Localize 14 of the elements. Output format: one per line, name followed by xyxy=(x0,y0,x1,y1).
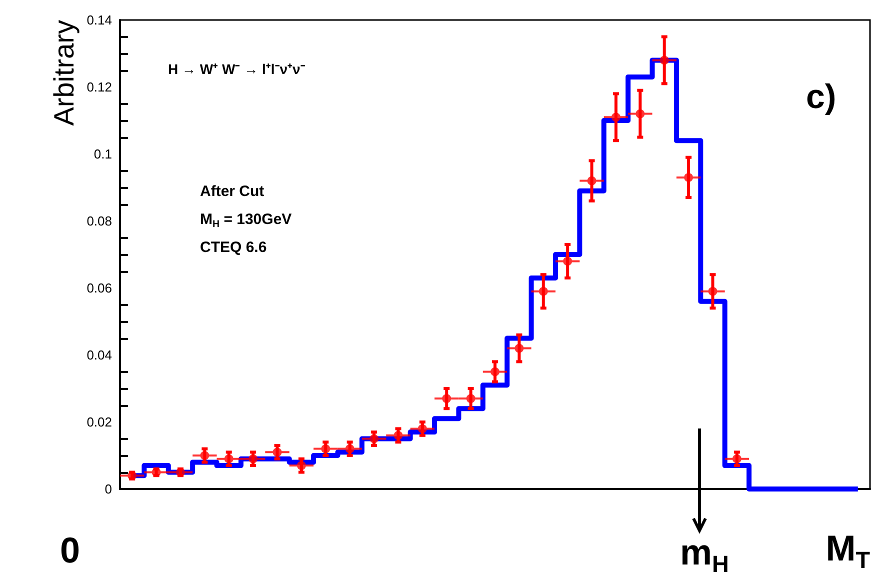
legend-title: H → W⁺ W⁻ → l⁺l⁻ν⁺ν⁻ xyxy=(168,61,306,77)
y-tick-label: 0.04 xyxy=(86,348,112,362)
y-tick-label: 0.02 xyxy=(86,414,112,430)
y-tick-label: 0 xyxy=(104,482,112,496)
y-tick-label: 0.06 xyxy=(86,280,112,296)
y-axis-title: Arbitrary xyxy=(48,20,80,126)
annotation: After Cut xyxy=(200,183,264,200)
y-tick-label: 0.14 xyxy=(86,12,112,28)
y-tick-label: 0.1 xyxy=(94,146,112,162)
y-tick-label: 0.08 xyxy=(86,214,112,228)
y-tick-label: 0.12 xyxy=(86,80,112,94)
annotation: CTEQ 6.6 xyxy=(200,239,267,256)
annotation: c) xyxy=(806,78,836,116)
text: 0 xyxy=(60,530,80,570)
